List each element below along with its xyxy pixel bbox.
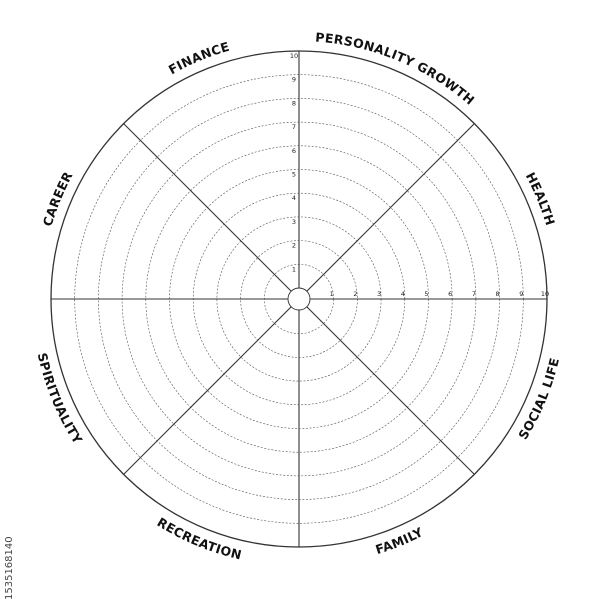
scale-tick-horizontal: 5 bbox=[424, 290, 428, 298]
segment-label-health: HEALTH bbox=[523, 170, 558, 228]
center-circle bbox=[287, 287, 311, 311]
scale-tick-horizontal: 10 bbox=[541, 290, 549, 298]
segment-label-social-life: SOCIAL LIFE bbox=[515, 356, 562, 442]
segment-label-family: FAMILY bbox=[374, 524, 426, 557]
scale-tick-horizontal: 4 bbox=[401, 290, 405, 298]
stock-image-id: 1535168140 bbox=[2, 462, 16, 602]
scale-tick-vertical: 7 bbox=[292, 123, 296, 131]
horizontal-scale-ticks: 1 2 3 4 5 6 7 8 9 10 bbox=[330, 290, 550, 298]
scale-tick-vertical: 10 bbox=[290, 52, 298, 60]
scale-tick-vertical: 1 bbox=[292, 265, 296, 273]
segment-divider bbox=[306, 306, 475, 475]
scale-tick-vertical: 9 bbox=[292, 76, 296, 84]
scale-tick-vertical: 5 bbox=[292, 171, 296, 179]
scale-tick-vertical: 8 bbox=[292, 99, 296, 107]
segment-labels: PERSONALITY GROWTH HEALTH SOCIAL LIFE FAMIL… bbox=[35, 29, 562, 562]
segment-divider bbox=[306, 123, 475, 292]
scale-tick-vertical: 3 bbox=[292, 218, 296, 226]
stock-id-text: 1535168140 bbox=[4, 536, 15, 600]
scale-tick-horizontal: 6 bbox=[448, 290, 452, 298]
scale-tick-horizontal: 9 bbox=[519, 290, 523, 298]
scale-tick-vertical: 2 bbox=[292, 242, 296, 250]
outer-circle bbox=[50, 50, 548, 548]
scale-tick-vertical: 4 bbox=[292, 194, 296, 202]
segment-dividers bbox=[51, 51, 547, 547]
scale-tick-horizontal: 7 bbox=[472, 290, 476, 298]
segment-label-personality-growth: PERSONALITY GROWTH bbox=[315, 29, 478, 107]
segment-label-career: CAREER bbox=[40, 169, 76, 228]
vertical-scale-ticks: 1 2 3 4 5 6 7 8 9 10 bbox=[290, 52, 298, 273]
segment-label-finance: FINANCE bbox=[166, 39, 231, 77]
segment-label-recreation: RECREATION bbox=[155, 514, 244, 562]
scale-tick-vertical: 6 bbox=[292, 147, 296, 155]
segment-divider bbox=[123, 306, 292, 475]
scale-tick-horizontal: 8 bbox=[496, 290, 500, 298]
segment-divider bbox=[123, 123, 292, 292]
scale-tick-horizontal: 3 bbox=[377, 290, 381, 298]
scale-tick-horizontal: 2 bbox=[353, 290, 357, 298]
scale-tick-horizontal: 1 bbox=[330, 290, 334, 298]
